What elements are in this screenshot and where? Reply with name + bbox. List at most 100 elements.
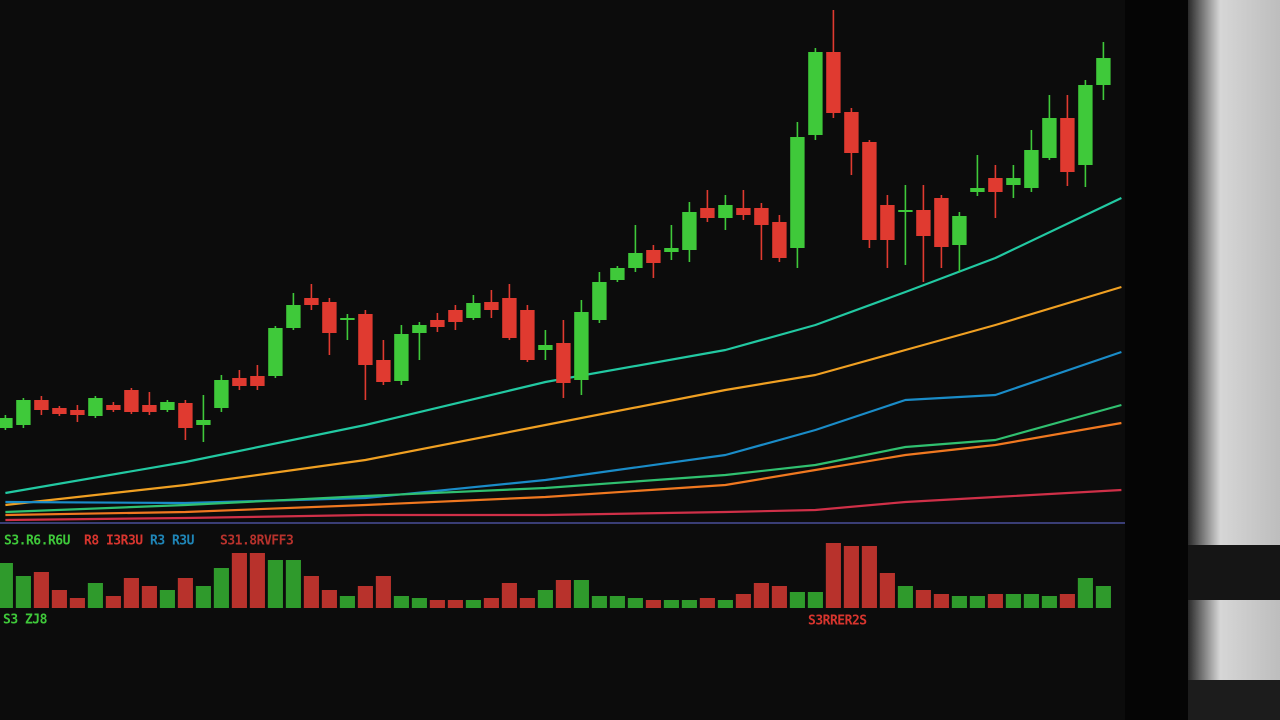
- candle-body: [538, 345, 553, 350]
- indicator-label: R8 I3R3U: [84, 534, 143, 549]
- candle-body: [232, 378, 247, 386]
- candle-body: [268, 328, 283, 376]
- volume-bar: [861, 546, 877, 608]
- candle-body: [952, 216, 967, 245]
- volume-bar: [33, 572, 49, 608]
- volume-bar: [663, 600, 679, 608]
- candle-body: [358, 314, 373, 365]
- candle-body: [970, 188, 985, 192]
- candle-body: [340, 318, 355, 320]
- volume-bar: [915, 590, 931, 608]
- volume-bar: [69, 598, 85, 608]
- volume-bar: [195, 586, 211, 608]
- volume-bar: [231, 553, 247, 608]
- volume-bar: [123, 578, 139, 608]
- volume-bar: [753, 583, 769, 608]
- candle-body: [898, 210, 913, 212]
- background-shadow: [1188, 680, 1280, 720]
- volume-bar: [303, 576, 319, 608]
- candle-body: [88, 398, 103, 416]
- volume-bar: [735, 594, 751, 608]
- volume-bar: [501, 583, 517, 608]
- volume-bars: [0, 543, 1111, 608]
- candle-body: [1024, 150, 1039, 188]
- moving-average-line: [5, 421, 1122, 517]
- volume-bar: [933, 594, 949, 608]
- volume-bar: [969, 596, 985, 608]
- candle-body: [754, 208, 769, 225]
- volume-bar: [321, 590, 337, 608]
- candle-body: [1096, 58, 1111, 85]
- candle-body: [376, 360, 391, 382]
- volume-bar: [357, 586, 373, 608]
- candle-body: [34, 400, 49, 410]
- candle-body: [556, 343, 571, 383]
- volume-bar: [537, 590, 553, 608]
- candle-body: [394, 334, 409, 381]
- volume-label: S3 ZJ8: [3, 613, 48, 628]
- moving-average-line: [5, 403, 1122, 514]
- candle-body: [844, 112, 859, 153]
- candle-body: [124, 390, 139, 412]
- candle-body: [862, 142, 877, 240]
- moving-average-line: [5, 197, 1122, 495]
- volume-bar: [105, 596, 121, 608]
- volume-bar: [429, 600, 445, 608]
- volume-bar: [0, 563, 13, 608]
- volume-bar: [771, 586, 787, 608]
- volume-bar: [1041, 596, 1057, 608]
- candle-body: [574, 312, 589, 380]
- candle-body: [1060, 118, 1075, 172]
- volume-bar: [897, 586, 913, 608]
- volume-bar: [465, 600, 481, 608]
- candle-body: [286, 305, 301, 328]
- candle-body: [682, 212, 697, 250]
- candle-body: [826, 52, 841, 113]
- moving-average-line: [5, 488, 1122, 522]
- volume-bar: [879, 573, 895, 608]
- candle-body: [0, 418, 13, 428]
- volume-bar: [1059, 594, 1075, 608]
- volume-bar: [681, 600, 697, 608]
- volume-bar: [447, 600, 463, 608]
- volume-bar: [1095, 586, 1111, 608]
- volume-bar: [555, 580, 571, 608]
- volume-bar: [825, 543, 841, 608]
- candle-body: [988, 178, 1003, 192]
- candle-body: [1006, 178, 1021, 185]
- volume-bar: [411, 598, 427, 608]
- candle-body: [736, 208, 751, 215]
- moving-average-line: [5, 285, 1122, 507]
- volume-bar: [789, 592, 805, 608]
- volume-bar: [573, 580, 589, 608]
- volume-bar: [15, 576, 31, 608]
- candle-body: [916, 210, 931, 236]
- volume-bar: [591, 596, 607, 608]
- candle-body: [196, 420, 211, 425]
- volume-bar: [339, 596, 355, 608]
- candle-body: [790, 137, 805, 248]
- candle-body: [448, 310, 463, 322]
- candle-body: [214, 380, 229, 408]
- candles: [0, 10, 1111, 442]
- candle-body: [646, 250, 661, 263]
- volume-bar: [51, 590, 67, 608]
- volume-bar: [843, 546, 859, 608]
- candle-body: [466, 303, 481, 318]
- volume-label: S3RRER2S: [808, 614, 867, 629]
- candle-body: [520, 310, 535, 360]
- candle-body: [934, 198, 949, 247]
- indicator-label: R3 R3U: [150, 534, 195, 549]
- candle-body: [250, 376, 265, 386]
- candle-body: [160, 402, 175, 410]
- candle-body: [664, 248, 679, 252]
- candle-body: [610, 268, 625, 280]
- volume-bar: [375, 576, 391, 608]
- candle-body: [1078, 85, 1093, 165]
- indicator-label: S31.8RVFF3: [220, 534, 293, 549]
- volume-bar: [159, 590, 175, 608]
- background: [1188, 0, 1280, 720]
- volume-bar: [645, 600, 661, 608]
- candle-body: [16, 400, 31, 425]
- candle-body: [412, 325, 427, 333]
